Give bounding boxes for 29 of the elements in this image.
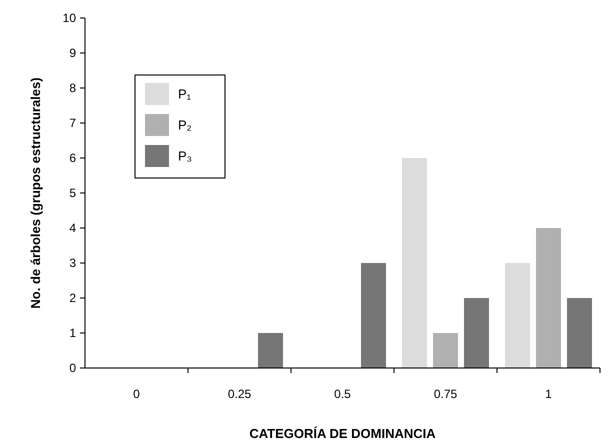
legend-label: P₂	[178, 118, 192, 133]
bar	[536, 228, 561, 368]
y-tick-label: 1	[69, 326, 76, 340]
x-tick-label: 0.75	[434, 387, 458, 401]
bar	[433, 333, 458, 368]
bar	[464, 298, 489, 368]
y-tick-label: 2	[69, 291, 76, 306]
y-tick-label: 9	[69, 46, 76, 60]
y-tick-label: 4	[69, 221, 76, 236]
y-tick-label: 5	[69, 186, 76, 200]
legend-label: P₃	[178, 148, 192, 164]
y-tick-label: 6	[69, 151, 76, 166]
y-tick-label: 8	[69, 81, 76, 96]
y-tick-label: 10	[62, 11, 76, 26]
bar	[361, 263, 386, 368]
bar	[258, 333, 283, 368]
x-tick-label: 0	[133, 387, 140, 401]
x-tick-label: 0.25	[228, 387, 252, 401]
x-tick-label: 1	[545, 387, 552, 401]
bar	[402, 158, 427, 368]
y-axis-title: No. de árboles (grupos estructurales)	[28, 77, 43, 309]
y-tick-label: 7	[69, 116, 76, 130]
legend-label: P₁	[178, 86, 192, 102]
y-tick-label: 0	[69, 361, 76, 376]
x-tick-label: 0.5	[334, 387, 352, 401]
bar	[567, 298, 592, 368]
bar	[505, 263, 530, 368]
y-tick-label: 3	[69, 256, 76, 270]
x-axis-title: CATEGORÍA DE DOMINANCIA	[249, 426, 436, 441]
